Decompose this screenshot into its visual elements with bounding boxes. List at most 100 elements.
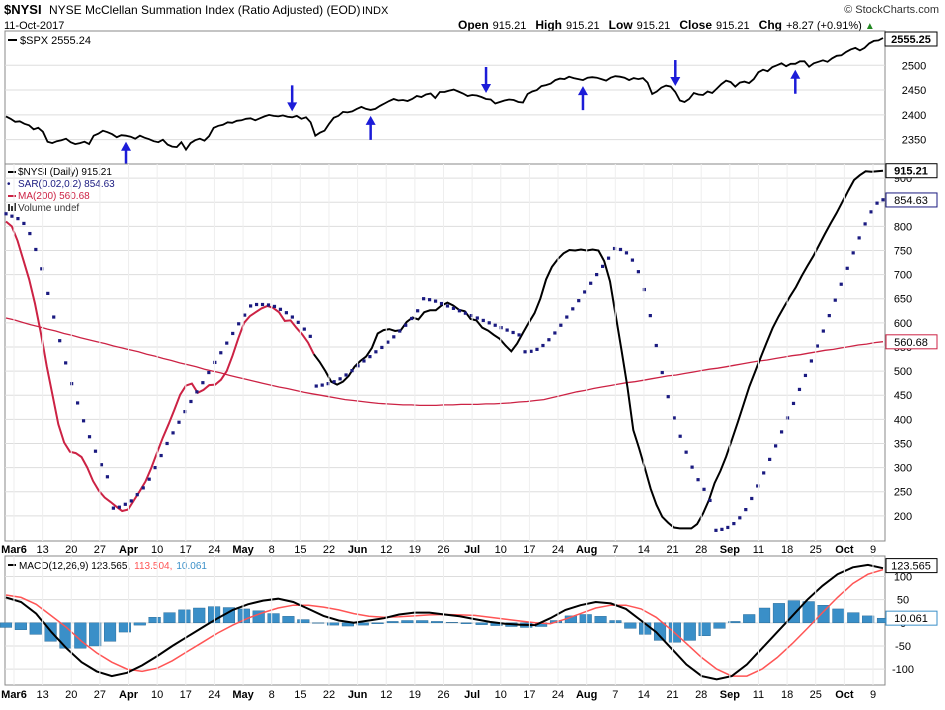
sar-dot: [768, 457, 772, 462]
chg-up-icon: ▲: [865, 21, 875, 32]
sar-dot: [493, 323, 497, 327]
x-tick-label: 11: [753, 544, 764, 556]
macd-histogram-bar: [0, 622, 13, 628]
nysi-y-tick-label: 300: [894, 463, 912, 475]
x-tick-label: 20: [65, 544, 77, 556]
sar-dot: [153, 466, 157, 470]
x-tick-label: May: [232, 689, 254, 701]
x-tick-label: 15: [294, 544, 306, 556]
sar-dot: [624, 251, 629, 255]
sar-dot: [541, 343, 545, 348]
sar-dot: [392, 335, 396, 339]
x-tick-label: Mar6: [1, 689, 27, 701]
sar-dot: [46, 291, 50, 296]
sar-dot: [93, 449, 98, 453]
macd-line: [5, 563, 884, 681]
sar-dot: [52, 315, 56, 319]
ohlc-readout: Open 915.21 High 915.21 Low 915.21 Close 915.21…: [458, 18, 875, 32]
sar-dot: [16, 217, 20, 221]
sar-dot: [40, 267, 44, 271]
sar-dot: [386, 340, 390, 344]
arrow-up-icon: [577, 86, 588, 96]
sar-dot: [481, 318, 485, 323]
macd-histogram-bar: [802, 601, 815, 624]
sar-dot: [201, 381, 205, 385]
sar-dot: [105, 475, 110, 479]
arrow-down-icon: [287, 102, 298, 112]
macd-histogram-bar: [728, 621, 741, 624]
x-tick-label: 19: [409, 689, 421, 701]
x-axis-bottom: Mar6 13 20 27 Apr 10 17 24 May 8 15 22 Jun 12 19 26 Jul 1…: [1, 556, 876, 701]
ohlc-value-chg: +8.27 (+0.91%): [786, 20, 862, 32]
sar-dot: [589, 281, 593, 285]
sar-dot: [606, 256, 611, 260]
nysi-y-tick-label: 700: [894, 270, 912, 282]
macd-histogram-bar: [133, 622, 146, 626]
sar-dot: [207, 370, 211, 375]
sar-dot: [362, 359, 366, 363]
sar-dot: [344, 373, 348, 377]
sar-dot: [744, 507, 748, 512]
ohlc-label-close: Close: [679, 18, 712, 32]
macd-histogram-bar: [386, 621, 399, 624]
sar-dot: [678, 434, 682, 438]
sar-dot: [839, 282, 843, 286]
x-axis-top: Mar6 13 20 27 Apr 10 17 24 May 8 15 22 Jun 12 19 26 Jul 1…: [1, 164, 876, 556]
sar-dot: [863, 222, 867, 226]
sar-dot: [881, 198, 885, 202]
sar-dot: [135, 493, 139, 497]
x-tick-label: 15: [294, 689, 306, 701]
sar-dot: [266, 303, 271, 307]
legend-dots-swatch: •: [7, 179, 11, 190]
sar-dot: [779, 430, 784, 434]
macd-histogram-bar: [832, 608, 845, 624]
ma200-line: [5, 317, 884, 407]
sar-dot: [58, 339, 62, 343]
sar-dot: [404, 323, 408, 327]
symbol: $NYSI: [4, 2, 42, 17]
x-tick-label: 10: [151, 689, 163, 701]
sar-dot: [445, 304, 450, 308]
legend-bar-swatch: [11, 206, 13, 211]
sar-dot: [559, 323, 563, 327]
x-tick-label: 19: [409, 544, 421, 556]
sar-dot: [469, 314, 473, 318]
sar-dot: [648, 314, 652, 318]
x-tick-label: 21: [666, 544, 678, 556]
x-tick-label: 9: [870, 689, 876, 701]
macd-histogram-bar: [326, 622, 340, 626]
sar-dot: [696, 478, 700, 482]
x-tick-label: 20: [65, 689, 77, 701]
sar-dot: [350, 369, 354, 373]
nysi-value-tag-label: 854.63: [894, 195, 928, 207]
sar-dot: [129, 499, 133, 503]
sar-dot: [326, 382, 330, 386]
macd-histogram-bar: [118, 622, 131, 633]
legend-bar-swatch: [8, 204, 10, 211]
spx-y-tick-label: 2400: [902, 110, 926, 122]
ohlc-label-high: High: [535, 18, 562, 32]
macd-histogram-bar: [698, 622, 711, 636]
macd-histogram-bar: [758, 607, 771, 624]
x-tick-label: Oct: [835, 689, 854, 701]
x-tick-label: 7: [612, 689, 618, 701]
x-tick-label: Jul: [464, 689, 480, 701]
sar-dot: [535, 347, 539, 351]
sar-dot: [851, 251, 855, 255]
spx-price-line: [5, 37, 884, 152]
macd-legend-entry: 113.504,: [134, 561, 172, 572]
x-tick-label: Mar6: [1, 544, 27, 556]
macd-histogram-bar: [237, 608, 250, 624]
macd-histogram-bar: [787, 600, 800, 624]
x-tick-label: 10: [495, 544, 507, 556]
spx-y-tick-label: 2450: [902, 85, 926, 97]
macd-histogram-bar: [772, 603, 785, 624]
sar-dot: [457, 309, 462, 313]
macd-histogram-bar: [401, 620, 414, 624]
sar-dot: [797, 387, 802, 392]
sar-dot: [159, 453, 163, 458]
nysi-legend-entry: Volume undef: [18, 203, 79, 214]
x-tick-label: 22: [323, 689, 335, 701]
sar-dot: [791, 401, 796, 406]
sar-dot: [183, 410, 187, 414]
